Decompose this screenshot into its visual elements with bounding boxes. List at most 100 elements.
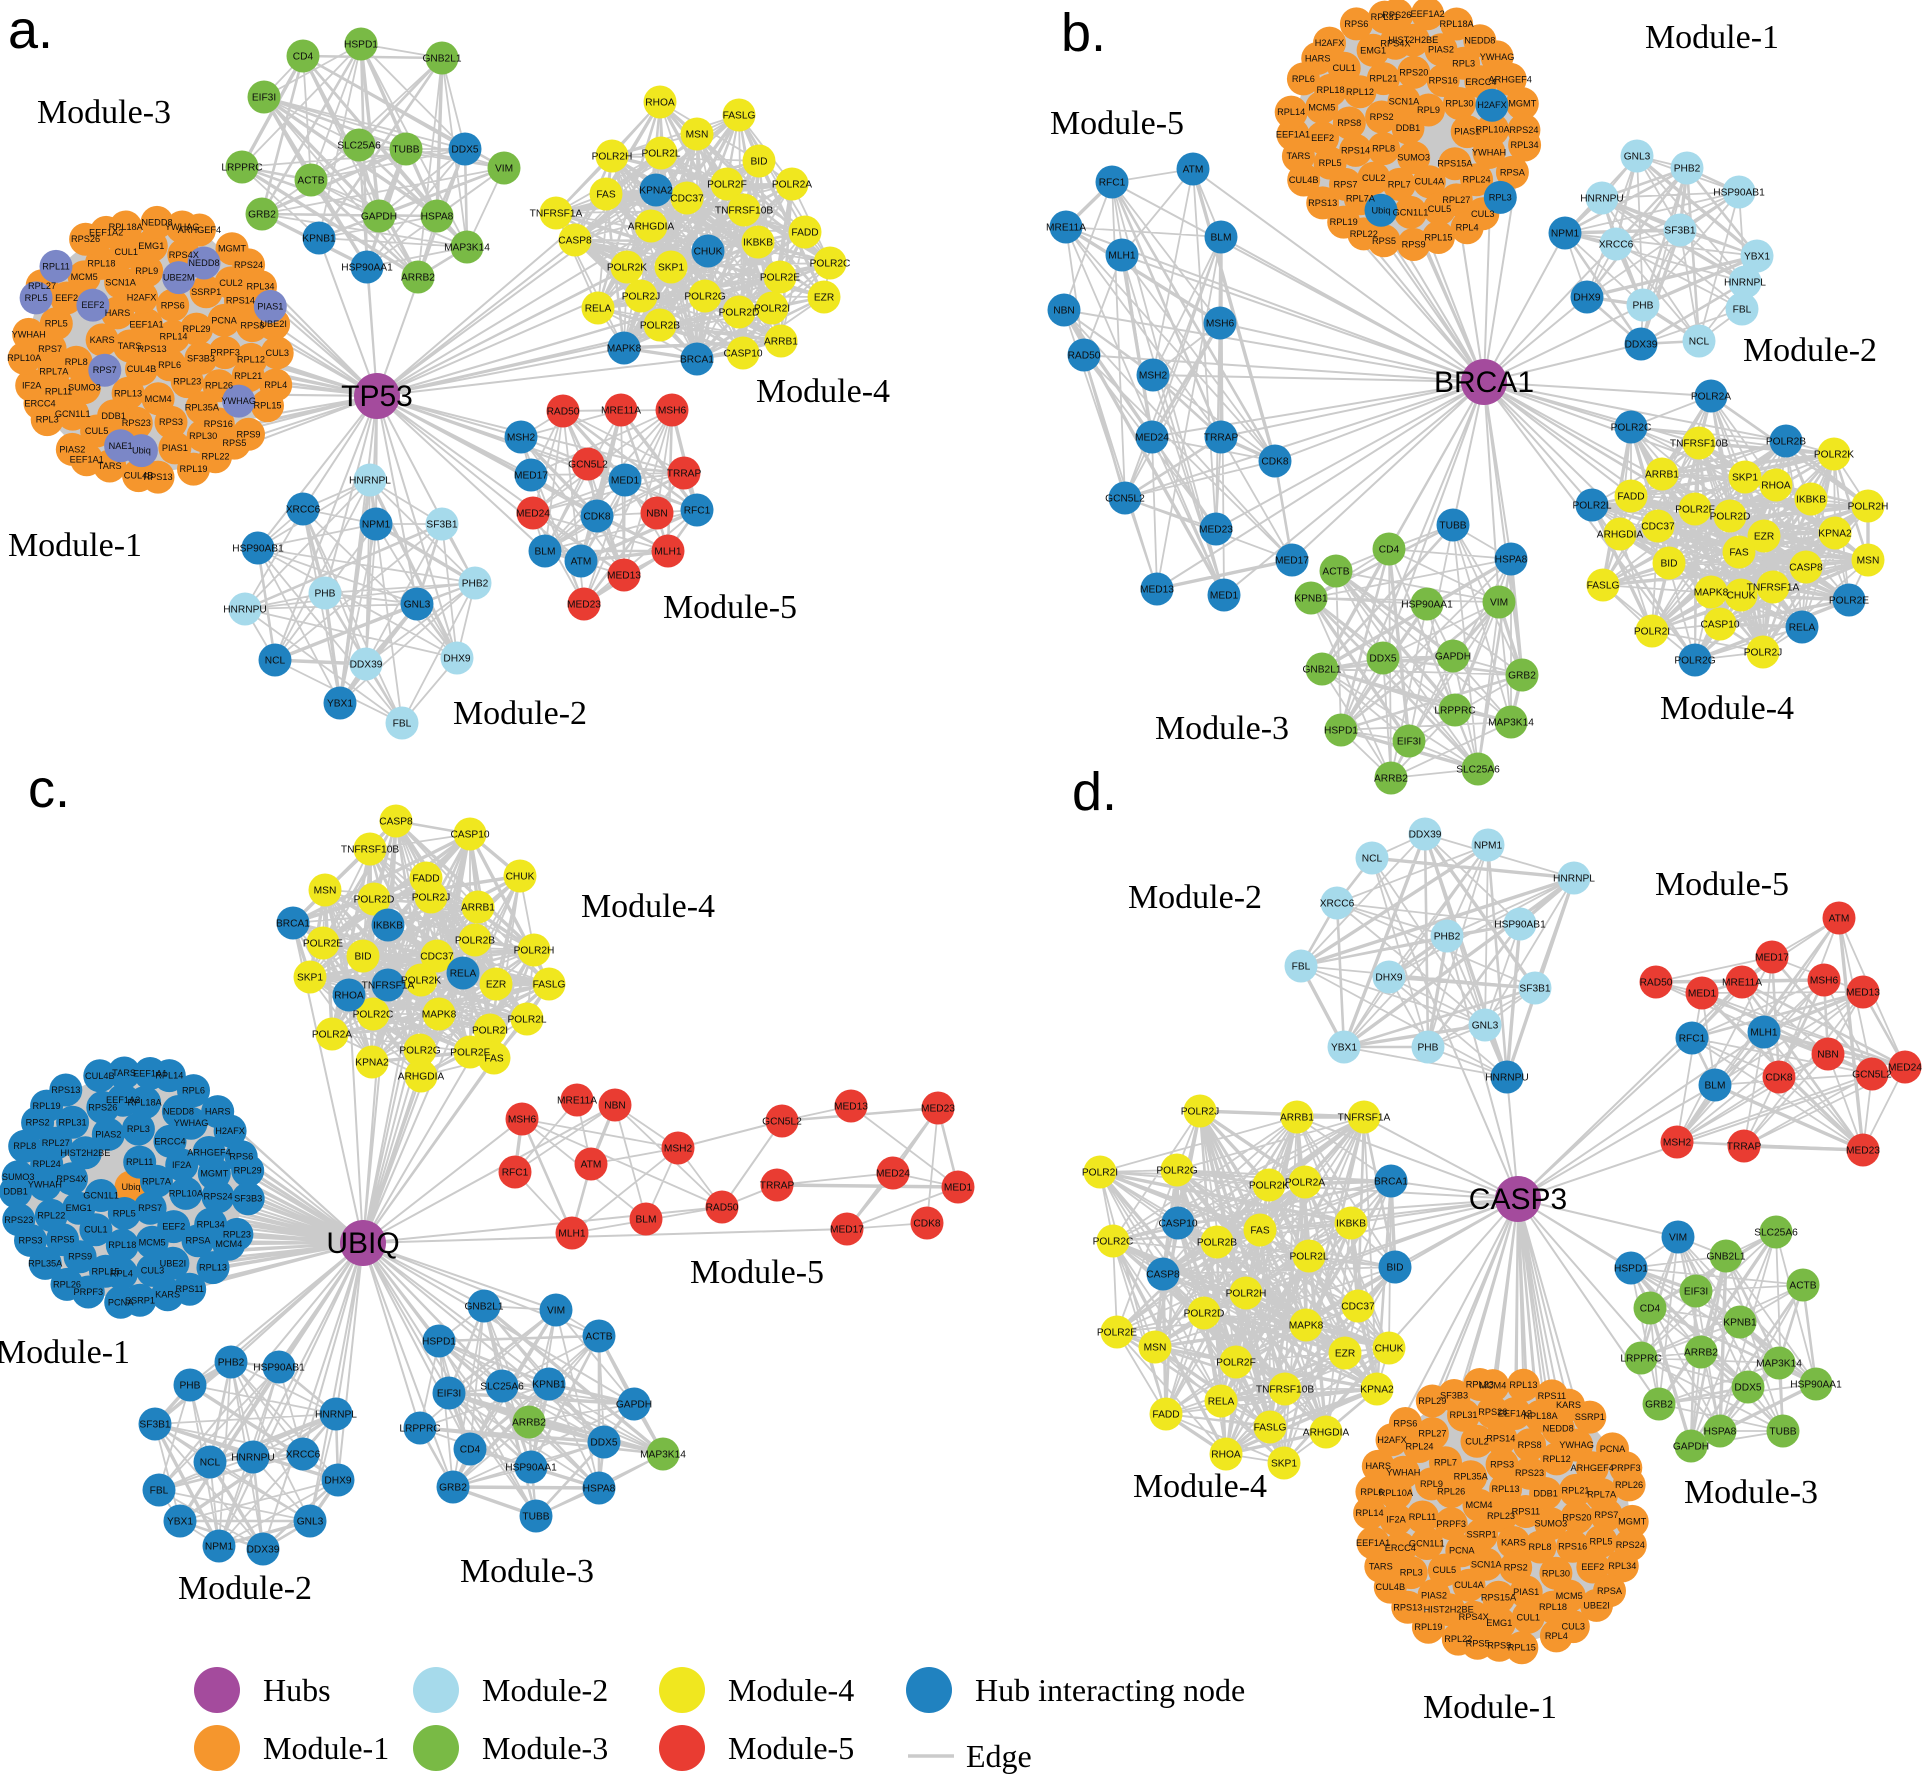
svg-text:POLR2H: POLR2H (514, 946, 555, 957)
svg-text:Module-5: Module-5 (663, 589, 797, 626)
svg-text:POLR2J: POLR2J (1181, 1107, 1220, 1118)
svg-text:RPL4: RPL4 (1456, 223, 1479, 233)
svg-text:PCNA: PCNA (211, 315, 237, 325)
svg-text:Module-3: Module-3 (482, 1730, 608, 1766)
svg-text:SCN1A: SCN1A (1389, 96, 1421, 106)
svg-text:TARS: TARS (112, 1068, 136, 1078)
svg-text:GCN5L2: GCN5L2 (1105, 494, 1145, 505)
svg-text:TNFRSF10B: TNFRSF10B (341, 845, 400, 856)
svg-text:POLR2J: POLR2J (1744, 648, 1783, 659)
svg-text:BID: BID (751, 157, 768, 168)
svg-text:RHOA: RHOA (334, 991, 364, 1002)
svg-text:MLH1: MLH1 (1108, 251, 1136, 262)
svg-text:RPL4: RPL4 (1545, 1631, 1568, 1641)
svg-text:RPL11: RPL11 (1409, 1512, 1436, 1522)
svg-text:HNRNPL: HNRNPL (1724, 278, 1766, 289)
svg-text:MED17: MED17 (1755, 953, 1789, 964)
svg-text:CHUK: CHUK (506, 872, 535, 883)
svg-text:DDB1: DDB1 (101, 411, 126, 421)
svg-text:GCN1L1: GCN1L1 (1409, 1539, 1445, 1549)
svg-text:RPL12: RPL12 (1543, 1454, 1571, 1464)
svg-text:CDK8: CDK8 (583, 512, 611, 523)
svg-text:GNB2L1: GNB2L1 (1706, 1252, 1745, 1263)
svg-text:CASP10: CASP10 (1700, 620, 1739, 631)
svg-text:MED1: MED1 (1688, 989, 1717, 1000)
svg-text:RPL3: RPL3 (1400, 1568, 1423, 1578)
svg-text:RPL19: RPL19 (1330, 217, 1358, 227)
svg-text:RPL5: RPL5 (45, 319, 68, 329)
svg-text:RPL23: RPL23 (1466, 1380, 1494, 1390)
svg-text:RPL31: RPL31 (59, 1117, 87, 1127)
svg-text:RPS3: RPS3 (18, 1235, 42, 1245)
svg-text:MED23: MED23 (1846, 1146, 1880, 1157)
svg-text:ERCC4: ERCC4 (1465, 77, 1496, 87)
svg-text:DDX5: DDX5 (1369, 654, 1397, 665)
svg-text:RPL22: RPL22 (37, 1210, 65, 1220)
svg-text:CASP8: CASP8 (1789, 563, 1823, 574)
svg-text:PHB2: PHB2 (1434, 932, 1461, 943)
svg-text:H2AFX: H2AFX (1315, 38, 1345, 48)
svg-text:ARRB2: ARRB2 (1684, 1348, 1718, 1359)
svg-text:RPL15: RPL15 (1424, 233, 1452, 243)
svg-text:POLR2C: POLR2C (1093, 1237, 1134, 1248)
svg-text:POLR2E: POLR2E (760, 273, 800, 284)
svg-text:CUL4B: CUL4B (127, 364, 157, 374)
svg-text:RFC1: RFC1 (684, 506, 711, 517)
svg-text:RPS23: RPS23 (1515, 1468, 1544, 1478)
svg-text:RPS24: RPS24 (1509, 125, 1538, 135)
svg-text:CD4: CD4 (1379, 545, 1400, 556)
svg-text:HSP90AA1: HSP90AA1 (1401, 600, 1453, 611)
svg-text:SKP1: SKP1 (297, 973, 323, 984)
svg-text:RPL26: RPL26 (205, 381, 233, 391)
svg-text:RPL8: RPL8 (13, 1141, 36, 1151)
svg-text:GRB2: GRB2 (1508, 671, 1536, 682)
svg-text:Module-4: Module-4 (1133, 1468, 1267, 1505)
svg-text:BRCA1: BRCA1 (1434, 366, 1534, 399)
svg-text:MGMT: MGMT (200, 1169, 228, 1179)
svg-text:SF3B1: SF3B1 (139, 1420, 170, 1431)
svg-text:HNRNPU: HNRNPU (1580, 194, 1624, 205)
svg-text:HSP90AB1: HSP90AB1 (253, 1363, 305, 1374)
svg-text:PCNA: PCNA (108, 1297, 134, 1307)
svg-text:MSH2: MSH2 (664, 1144, 693, 1155)
svg-text:RPS23: RPS23 (122, 418, 151, 428)
svg-text:CUL5: CUL5 (1433, 1565, 1457, 1575)
svg-text:BID: BID (1387, 1263, 1404, 1274)
svg-text:RPL29: RPL29 (182, 324, 210, 334)
svg-text:RPS14: RPS14 (226, 296, 255, 306)
svg-text:CASP8: CASP8 (379, 817, 413, 828)
svg-text:MED13: MED13 (834, 1102, 868, 1113)
svg-text:CASP8: CASP8 (558, 236, 592, 247)
svg-text:MAPK8: MAPK8 (1289, 1321, 1324, 1332)
svg-text:CD4: CD4 (293, 52, 314, 63)
svg-text:YBX1: YBX1 (1744, 252, 1770, 263)
svg-text:MGMT: MGMT (218, 244, 246, 254)
svg-text:Ubiq: Ubiq (122, 1182, 141, 1192)
svg-text:TNFRSF10B: TNFRSF10B (715, 206, 774, 217)
svg-text:EEF1A1: EEF1A1 (1276, 130, 1310, 140)
svg-text:RPL6: RPL6 (1292, 74, 1315, 84)
svg-text:TARS: TARS (118, 341, 142, 351)
svg-text:GNL3: GNL3 (1472, 1021, 1499, 1032)
svg-text:RPS6: RPS6 (161, 300, 185, 310)
svg-text:RPL35A: RPL35A (1454, 1472, 1489, 1482)
svg-text:RPL7: RPL7 (1388, 179, 1411, 189)
svg-text:MLH1: MLH1 (558, 1229, 586, 1240)
svg-text:NPM1: NPM1 (1474, 841, 1503, 852)
svg-text:DDX39: DDX39 (350, 660, 383, 671)
svg-text:HIST2H2BE: HIST2H2BE (1424, 1605, 1474, 1615)
svg-text:KPNB1: KPNB1 (532, 1380, 566, 1391)
svg-text:MED17: MED17 (514, 471, 548, 482)
svg-text:POLR2K: POLR2K (401, 976, 441, 987)
svg-text:HNRNPL: HNRNPL (315, 1410, 357, 1421)
svg-text:CD4: CD4 (1640, 1304, 1661, 1315)
svg-text:RPS8: RPS8 (1518, 1440, 1542, 1450)
svg-text:MSH2: MSH2 (507, 433, 536, 444)
svg-text:RPS5: RPS5 (50, 1235, 74, 1245)
svg-text:CUL2: CUL2 (1465, 1436, 1489, 1446)
svg-text:IKBKB: IKBKB (373, 921, 403, 932)
svg-text:NEDD8: NEDD8 (163, 1107, 194, 1117)
svg-text:POLR2D: POLR2D (354, 895, 395, 906)
svg-text:EIF3I: EIF3I (1397, 737, 1421, 748)
svg-text:MED13: MED13 (1140, 585, 1174, 596)
